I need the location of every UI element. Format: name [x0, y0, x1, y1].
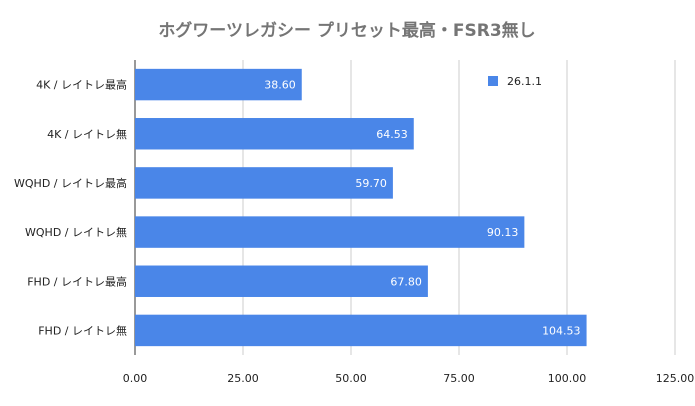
- category-label: WQHD / レイトレ最高: [14, 176, 127, 190]
- bar: [135, 265, 428, 297]
- data-label: 67.80: [390, 275, 422, 288]
- legend: 26.1.1: [488, 75, 542, 88]
- category-label: 4K / レイトレ最高: [36, 78, 127, 92]
- x-tick-labels: 0.00 25.00 50.00 75.00 100.00 125.00: [123, 372, 695, 385]
- category-labels: 4K / レイトレ最高 4K / レイトレ無 WQHD / レイトレ最高 WQHD /…: [14, 78, 127, 338]
- bar: [135, 68, 302, 101]
- bar: [135, 216, 525, 248]
- data-label: 38.60: [264, 79, 296, 92]
- category-label: WQHD / レイトレ無: [25, 225, 127, 239]
- bar: [135, 118, 414, 150]
- category-label: 4K / レイトレ無: [47, 127, 127, 141]
- x-tick-label: 25.00: [227, 372, 259, 385]
- bar: [135, 167, 393, 199]
- gridlines: [134, 60, 676, 355]
- data-label: 59.70: [355, 177, 387, 190]
- x-tick-label: 75.00: [443, 372, 475, 385]
- legend-swatch: [488, 76, 498, 86]
- data-label: 64.53: [376, 128, 408, 141]
- data-label: 104.53: [542, 324, 581, 337]
- x-tick-label: 125.00: [656, 372, 695, 385]
- data-label: 90.13: [487, 226, 519, 239]
- category-label: FHD / レイトレ最高: [27, 274, 127, 288]
- x-tick-label: 50.00: [335, 372, 367, 385]
- bar: [135, 314, 587, 347]
- legend-label: 26.1.1: [507, 75, 542, 88]
- category-label: FHD / レイトレ無: [38, 323, 127, 337]
- x-tick-label: 0.00: [123, 372, 148, 385]
- bars: 38.60 64.53 59.70 90.13 67.80 104.53: [135, 68, 587, 347]
- chart-title: ホグワーツレガシー プリセット最高・FSR3無し: [158, 20, 535, 41]
- x-tick-label: 100.00: [548, 372, 587, 385]
